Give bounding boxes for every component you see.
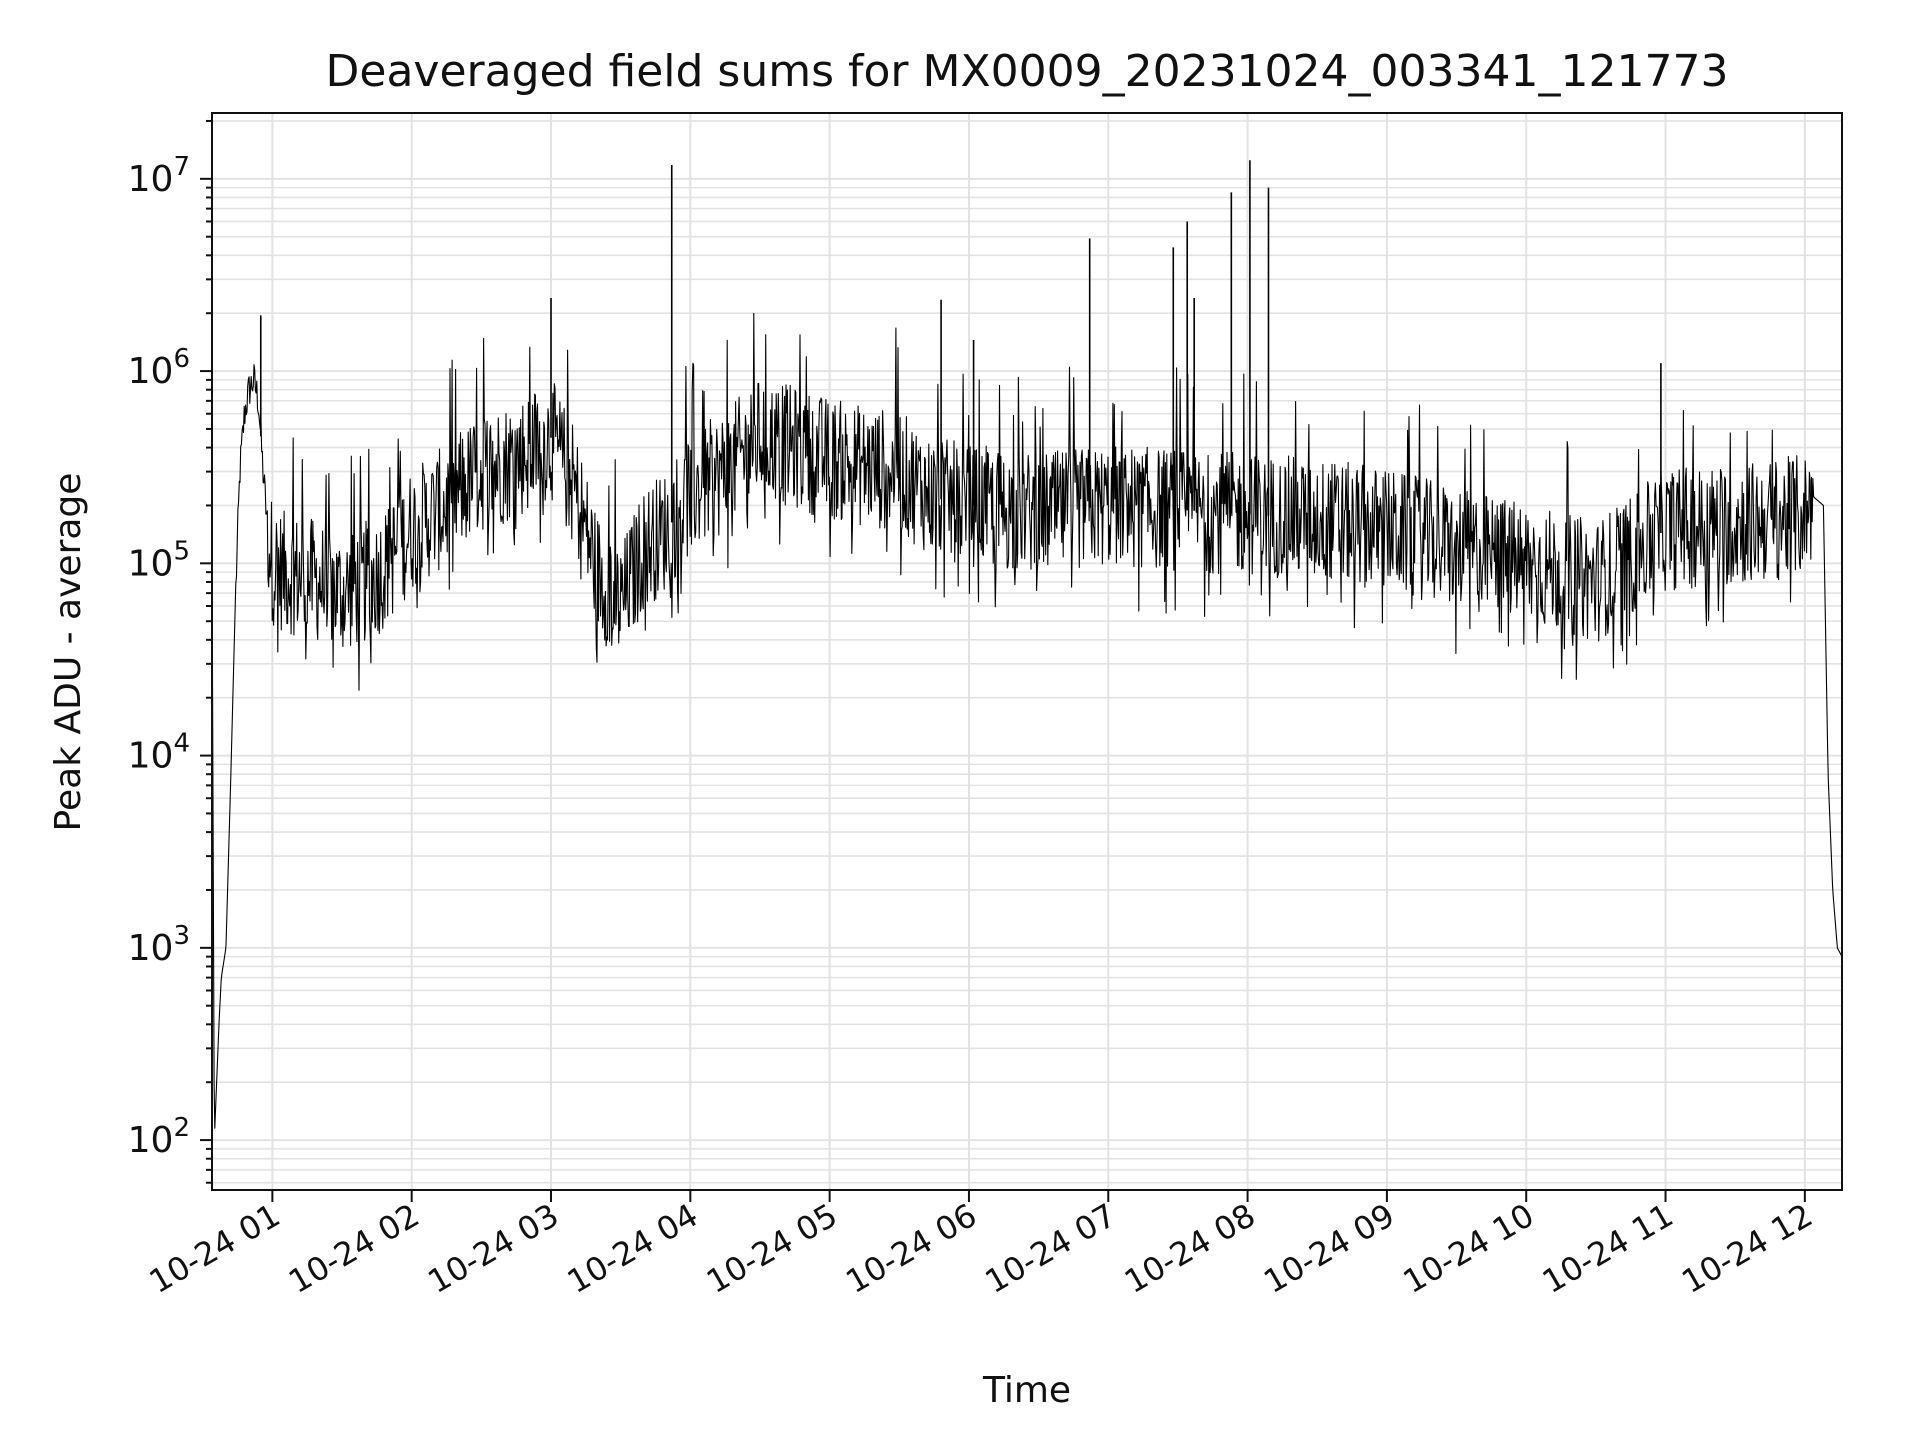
y-tick-label: 102 xyxy=(128,1113,190,1161)
plot-area xyxy=(211,160,1843,1129)
axes-frame xyxy=(211,112,1843,1191)
chart-title: Deaveraged field sums for MX0009_2023102… xyxy=(326,46,1729,97)
y-tick-label: 105 xyxy=(128,536,190,584)
y-axis-label: Peak ADU - average xyxy=(48,473,89,832)
y-tick-label: 107 xyxy=(128,152,190,200)
y-tick-label: 106 xyxy=(128,344,190,392)
y-tick-label: 104 xyxy=(128,729,190,777)
grid xyxy=(212,113,1842,1190)
series-line xyxy=(211,312,1843,1129)
x-axis-label: Time xyxy=(982,1370,1071,1411)
y-tick-label: 103 xyxy=(128,921,190,969)
